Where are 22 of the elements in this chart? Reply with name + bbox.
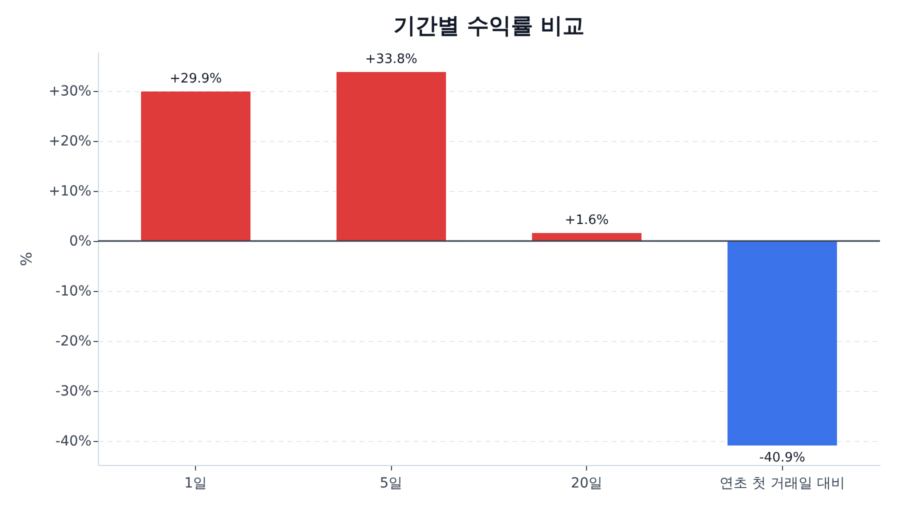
- x-tick-label: 20일: [570, 476, 603, 492]
- chart-title: 기간별 수익률 비교: [393, 14, 585, 39]
- y-tick-label: -10%: [55, 284, 92, 300]
- bar: [336, 72, 446, 241]
- bar: [728, 241, 837, 446]
- bar: [141, 92, 250, 241]
- data-label: +1.6%: [564, 213, 609, 228]
- data-label: +29.9%: [170, 72, 222, 86]
- x-tick-label: 1일: [184, 476, 208, 492]
- y-tick-label: +10%: [48, 184, 92, 200]
- y-tick-label: -20%: [55, 334, 92, 350]
- y-tick-label: -40%: [55, 434, 92, 450]
- y-tick-label: +20%: [48, 134, 92, 150]
- x-tick-label: 5일: [380, 476, 403, 492]
- bar: [532, 233, 642, 241]
- data-label: +33.8%: [365, 52, 418, 67]
- x-tick-label: 연초 첫 거래일 대비: [720, 476, 845, 492]
- data-label: -40.9%: [759, 450, 806, 466]
- y-tick-label: +30%: [48, 84, 92, 100]
- y-axis-title: %: [18, 252, 36, 266]
- y-tick-label: 0%: [69, 234, 92, 250]
- y-tick-label: -30%: [55, 384, 92, 400]
